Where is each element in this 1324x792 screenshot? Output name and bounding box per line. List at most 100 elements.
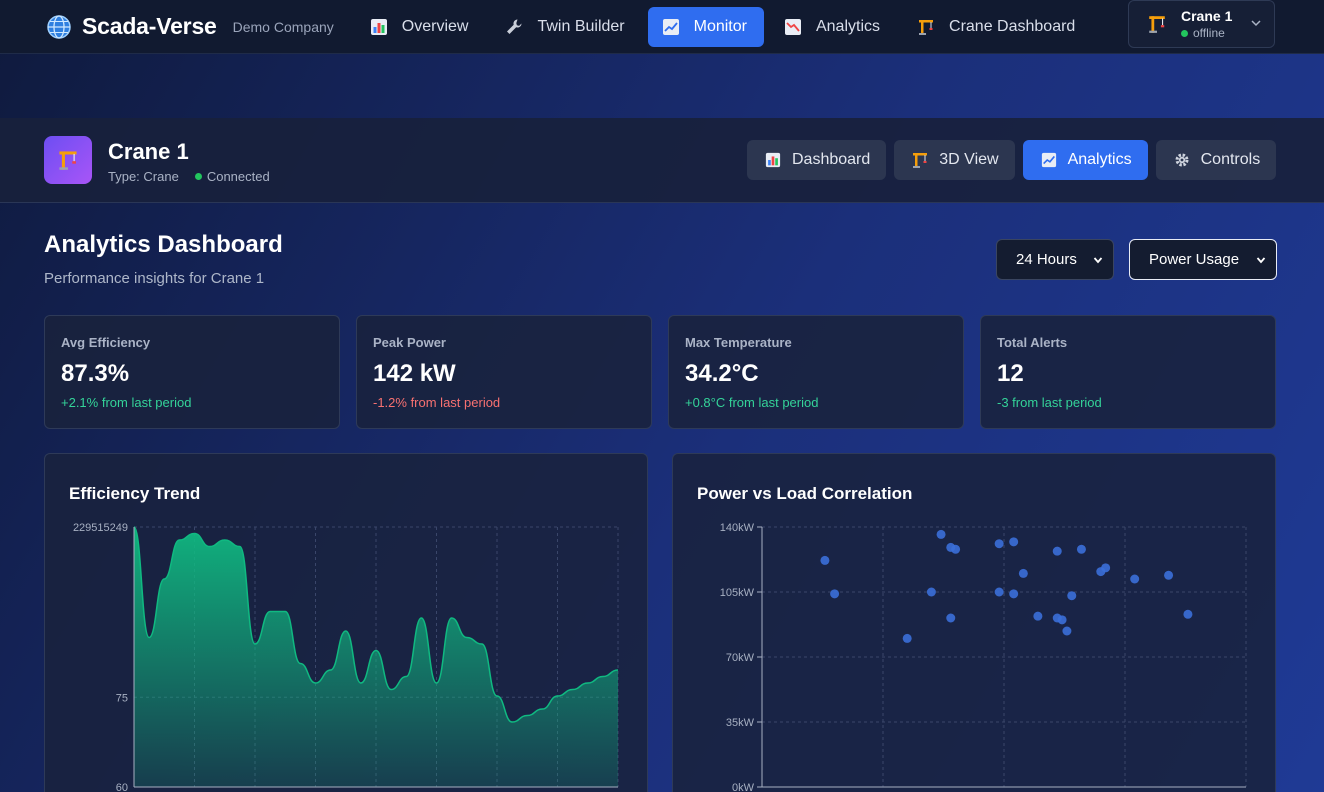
time-range-select[interactable]: 24 Hours xyxy=(996,239,1114,280)
scatter-point xyxy=(1033,611,1043,621)
nav-item-label: Analytics xyxy=(815,17,881,35)
tab-3d-view[interactable]: 3D View xyxy=(894,140,1015,180)
line-chart-icon xyxy=(1040,151,1058,169)
crane-icon xyxy=(911,151,929,169)
top-navigation: Scada-Verse Demo Company Overview Twin B… xyxy=(0,0,1324,54)
page-subtitle: Performance insights for Crane 1 xyxy=(44,270,265,287)
stat-value: 87.3% xyxy=(61,360,130,387)
metric-value: Power Usage xyxy=(1149,251,1240,268)
time-range-value: 24 Hours xyxy=(1016,251,1077,268)
stat-card-peak-power: Peak Power 142 kW -1.2% from last period xyxy=(356,315,652,429)
device-title: Crane 1 xyxy=(108,139,189,164)
power-load-panel: Power vs Load Correlation 140kW 105kW 70kW… xyxy=(672,453,1276,792)
scatter-point xyxy=(1009,589,1019,599)
efficiency-trend-panel: Efficiency Trend 229515249 75 60 xyxy=(44,453,648,792)
y-tick-label: 0kW xyxy=(732,782,755,792)
area-fill xyxy=(134,527,618,787)
stat-value: 12 xyxy=(997,360,1024,387)
scatter-point xyxy=(820,555,830,565)
metric-select[interactable]: Power Usage xyxy=(1129,239,1277,280)
chevron-down-icon xyxy=(1251,20,1261,27)
brand-name: Scada-Verse xyxy=(82,13,217,39)
bar-chart-icon xyxy=(366,18,392,36)
stat-value: 142 kW xyxy=(373,360,456,387)
y-tick-label: 75 xyxy=(116,692,128,704)
stat-card-total-alerts: Total Alerts 12 -3 from last period xyxy=(980,315,1276,429)
nav-item-twin-builder[interactable]: Twin Builder xyxy=(491,7,641,47)
y-tick-label: 229515249 xyxy=(73,522,128,534)
stat-change: +0.8°C from last period xyxy=(685,395,819,410)
scatter-point xyxy=(946,613,956,623)
tab-label: Analytics xyxy=(1067,151,1132,168)
crane-icon xyxy=(913,18,939,36)
tab-label: Dashboard xyxy=(792,151,871,168)
device-selector[interactable]: Crane 1 offline xyxy=(1128,0,1275,48)
chevron-down-icon xyxy=(1256,257,1266,264)
stat-label: Avg Efficiency xyxy=(61,335,151,350)
stat-change: -1.2% from last period xyxy=(373,395,501,410)
tab-dashboard[interactable]: Dashboard xyxy=(747,140,887,180)
nav-item-overview[interactable]: Overview xyxy=(356,7,486,47)
trend-down-icon xyxy=(780,18,806,36)
tab-controls[interactable]: Controls xyxy=(1155,140,1277,180)
nav-item-crane-dashboard[interactable]: Crane Dashboard xyxy=(903,7,1092,47)
tab-label: 3D View xyxy=(939,151,999,168)
nav-item-monitor[interactable]: Monitor xyxy=(647,6,764,47)
crane-icon xyxy=(57,149,79,171)
nav-item-label: Monitor xyxy=(693,17,747,35)
scatter-point xyxy=(926,587,936,597)
scatter-point xyxy=(951,544,961,554)
globe-icon xyxy=(47,14,71,39)
tab-analytics[interactable]: Analytics xyxy=(1022,140,1148,180)
stat-change: -3 from last period xyxy=(997,395,1102,410)
chevron-down-icon xyxy=(1093,257,1103,264)
nav-item-label: Overview xyxy=(401,17,469,35)
scatter-point xyxy=(1130,574,1140,584)
status-dot xyxy=(1181,29,1188,37)
chart-title: Efficiency Trend xyxy=(69,484,201,503)
efficiency-trend-chart: 229515249 75 60 xyxy=(73,522,619,792)
stat-label: Total Alerts xyxy=(997,335,1068,350)
scatter-point xyxy=(1183,609,1193,619)
stat-change: +2.1% from last period xyxy=(61,395,192,410)
connection-dot xyxy=(194,173,202,180)
stat-label: Peak Power xyxy=(373,335,446,350)
scatter-point xyxy=(936,529,946,539)
page-title: Analytics Dashboard xyxy=(44,231,283,258)
y-tick-label: 70kW xyxy=(726,652,755,664)
device-tabs: Dashboard 3D View Analytics Controls xyxy=(747,140,1284,180)
line-chart-icon xyxy=(658,18,684,36)
stat-value: 34.2°C xyxy=(685,360,759,387)
brand[interactable]: Scada-Verse xyxy=(46,13,217,40)
chart-title: Power vs Load Correlation xyxy=(697,484,913,503)
scatter-point xyxy=(1067,591,1077,601)
scatter-point xyxy=(994,539,1004,549)
nav-item-analytics[interactable]: Analytics xyxy=(770,7,897,47)
device-name: Crane 1 xyxy=(1181,8,1233,24)
device-avatar xyxy=(44,136,92,184)
company-name: Demo Company xyxy=(232,18,334,35)
nav-item-label: Crane Dashboard xyxy=(949,17,1076,35)
stat-label: Max Temperature xyxy=(685,335,792,350)
scatter-point xyxy=(830,589,840,599)
series-line xyxy=(133,526,619,723)
device-status: offline xyxy=(1181,26,1232,40)
device-header: Crane 1 Type: Crane Connected Dashboard … xyxy=(0,118,1324,203)
scatter-point xyxy=(994,587,1004,597)
scatter-point xyxy=(1101,563,1111,573)
gear-icon xyxy=(1173,151,1191,169)
crane-icon xyxy=(1147,14,1167,34)
stat-card-avg-efficiency: Avg Efficiency 87.3% +2.1% from last per… xyxy=(44,315,340,429)
scatter-point xyxy=(1018,568,1028,578)
y-tick-label: 140kW xyxy=(720,522,755,534)
scatter-point xyxy=(1076,544,1086,554)
tab-label: Controls xyxy=(1200,151,1261,168)
device-type: Type: Crane xyxy=(108,169,179,184)
scatter-point xyxy=(1057,615,1067,625)
scatter-point xyxy=(1062,626,1072,636)
scatter-point xyxy=(902,633,912,643)
bar-chart-icon xyxy=(764,151,782,169)
power-load-scatter-chart: 140kW 105kW 70kW 35kW 0kW xyxy=(720,522,1247,792)
nav-item-label: Twin Builder xyxy=(537,17,625,35)
scatter-point xyxy=(1052,546,1062,556)
